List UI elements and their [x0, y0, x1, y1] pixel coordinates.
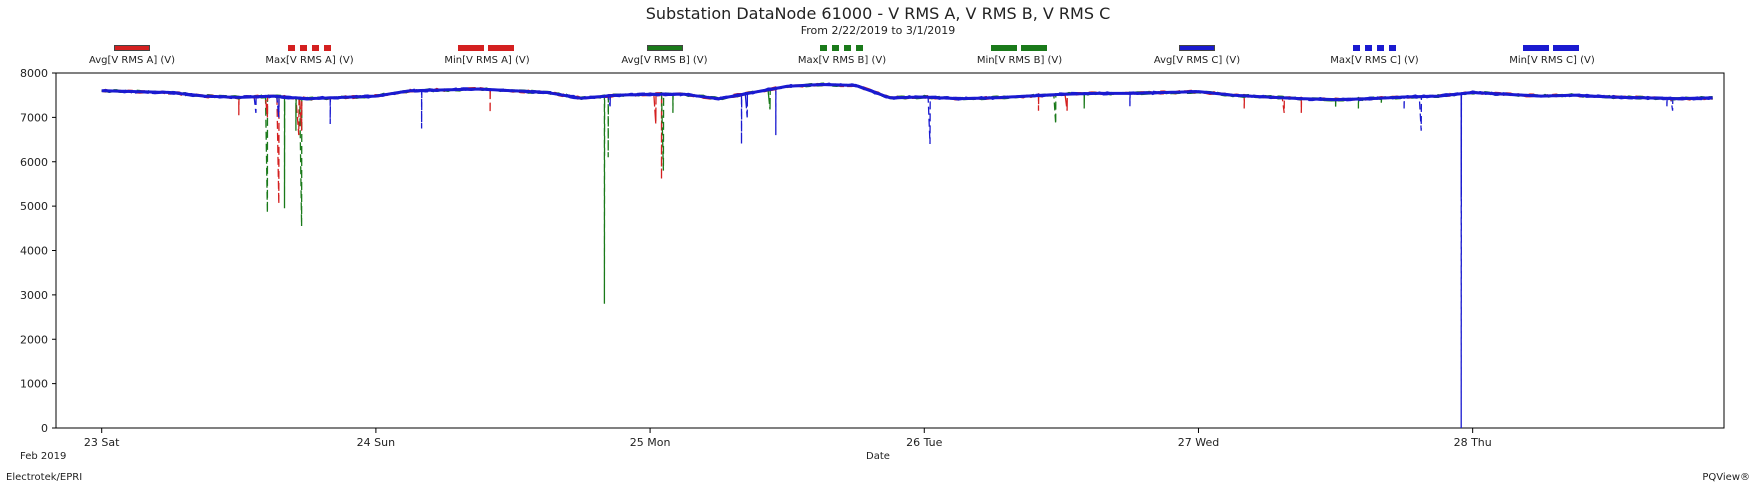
- x-tick-label: 23 Sat: [84, 436, 120, 449]
- month-label: Feb 2019: [20, 451, 67, 462]
- chart-subtitle: From 2/22/2019 to 3/1/2019: [800, 24, 956, 37]
- x-tick-label: 28 Thu: [1454, 436, 1492, 449]
- legend-swatch: [287, 45, 332, 51]
- y-tick-label: 0: [41, 422, 48, 435]
- legend-swatch: [1179, 45, 1215, 51]
- footer-right-credit: PQView®: [1702, 472, 1750, 483]
- y-tick-label: 7000: [20, 111, 48, 124]
- y-tick-label: 2000: [20, 333, 48, 346]
- legend-label: Max[V RMS C] (V): [1330, 55, 1419, 66]
- legend-label: Avg[V RMS B] (V): [621, 55, 708, 66]
- legend-item: Avg[V RMS A] (V): [57, 45, 207, 66]
- legend-label: Min[V RMS B] (V): [976, 55, 1063, 66]
- legend-item: Avg[V RMS C] (V): [1122, 45, 1272, 66]
- legend-swatch: [1523, 45, 1581, 51]
- y-tick-label: 6000: [20, 156, 48, 169]
- legend-label: Min[V RMS A] (V): [444, 55, 530, 66]
- legend-label: Min[V RMS C] (V): [1509, 55, 1595, 66]
- legend-item: Min[V RMS A] (V): [412, 45, 562, 66]
- legend-item: Avg[V RMS B] (V): [590, 45, 740, 66]
- legend-swatch: [820, 45, 864, 51]
- legend-item: Max[V RMS B] (V): [767, 45, 917, 66]
- legend-item: Min[V RMS C] (V): [1477, 45, 1627, 66]
- legend-swatch: [114, 45, 150, 51]
- legend-label: Max[V RMS B] (V): [797, 55, 887, 66]
- footer-left-credit: Electrotek/EPRI: [6, 472, 83, 483]
- chart-title: Substation DataNode 61000 - V RMS A, V R…: [645, 4, 1111, 23]
- y-tick-label: 4000: [20, 245, 48, 258]
- legend-label: Max[V RMS A] (V): [265, 55, 354, 66]
- y-tick-label: 8000: [20, 67, 48, 80]
- x-tick-label: 25 Mon: [630, 436, 671, 449]
- legend-label: Avg[V RMS C] (V): [1153, 55, 1241, 66]
- legend-item: Max[V RMS A] (V): [235, 45, 385, 66]
- y-tick-label: 5000: [20, 200, 48, 213]
- x-tick-label: 26 Tue: [906, 436, 943, 449]
- y-tick-label: 3000: [20, 289, 48, 302]
- x-tick-label: 27 Wed: [1178, 436, 1219, 449]
- legend-item: Max[V RMS C] (V): [1300, 45, 1450, 66]
- plot-area: [55, 72, 1725, 429]
- legend-label: Avg[V RMS A] (V): [88, 55, 176, 66]
- legend-swatch: [458, 45, 516, 51]
- legend-item: Min[V RMS B] (V): [945, 45, 1095, 66]
- x-tick-label: 24 Sun: [357, 436, 395, 449]
- legend-swatch: [1352, 45, 1397, 51]
- legend-swatch: [646, 45, 683, 51]
- legend-swatch: [990, 45, 1049, 51]
- series-line-c-avg: [101, 82, 1713, 102]
- x-axis-label: Date: [866, 451, 890, 462]
- y-tick-label: 1000: [20, 378, 48, 391]
